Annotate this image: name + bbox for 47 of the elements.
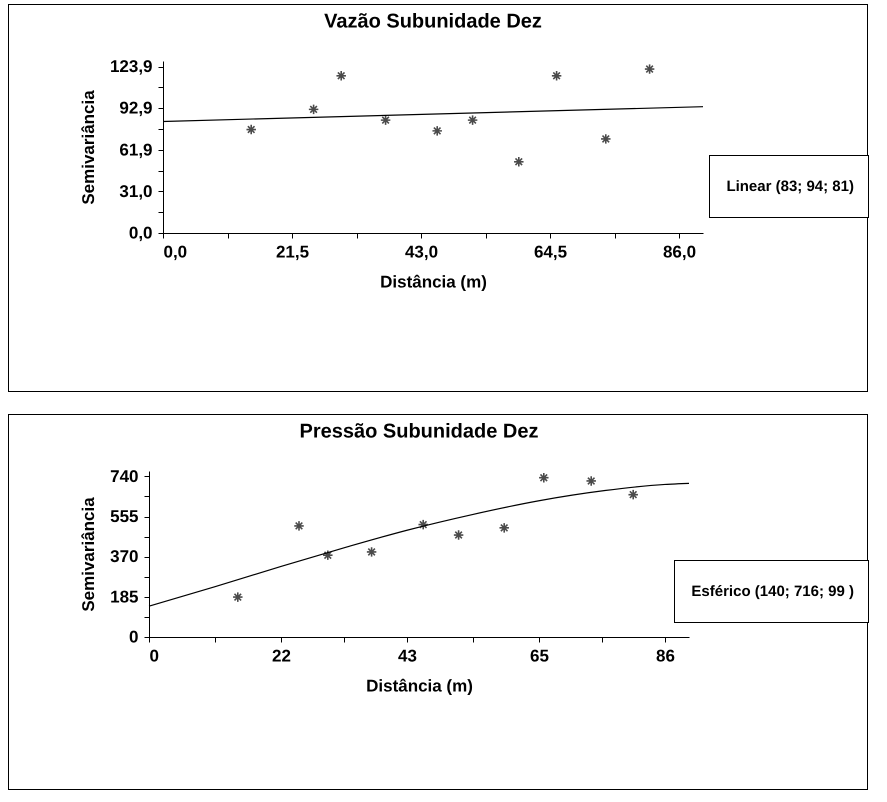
text-box: Linear (83; 94; 81) [709, 155, 869, 218]
point [538, 472, 550, 484]
point [246, 124, 257, 136]
y-tick-label: 555 [110, 507, 138, 526]
point [380, 114, 392, 126]
x-tick-label: 86,0 [662, 242, 696, 262]
x-tick-label: 21,5 [276, 242, 310, 262]
point [366, 546, 378, 558]
text-box: Esférico (140; 716; 99 ) [674, 560, 869, 623]
x-axis-title: Distância (m) [380, 272, 487, 292]
y-axis-title: Semivariância [78, 90, 98, 205]
point [513, 156, 524, 168]
x-tick-label: 65 [530, 646, 549, 666]
point [467, 114, 478, 126]
point [498, 522, 510, 534]
x-tick-label: 43 [398, 646, 417, 666]
point [628, 489, 639, 500]
point [644, 64, 656, 75]
point [308, 104, 320, 115]
x-tick-label: 0,0 [164, 242, 188, 262]
x-tick-label: 43,0 [404, 242, 438, 262]
point [232, 592, 244, 603]
y-tick-label: 61,9 [119, 140, 152, 160]
x-tick-label: 22 [272, 646, 291, 666]
point [293, 520, 305, 532]
y-axis-title: Semivariância [79, 496, 98, 612]
y-tick-label: 370 [110, 547, 138, 566]
point [600, 133, 612, 144]
point [336, 70, 347, 82]
point [322, 550, 334, 561]
y-tick-label: 31,0 [119, 182, 152, 201]
x-tick-label: 86 [656, 646, 675, 666]
x-axis-title: Distância (m) [366, 676, 473, 696]
y-tick-label: 0,0 [128, 224, 152, 242]
point [586, 475, 597, 487]
point [432, 125, 443, 136]
point [551, 70, 562, 82]
y-tick-label: 740 [110, 466, 138, 486]
chart-title: Vazão Subunidade Dez [324, 10, 542, 33]
y-tick-label: 185 [110, 587, 138, 606]
y-tick-label: 0 [129, 628, 138, 646]
chart-title: Pressão Subunidade Dez [300, 420, 538, 442]
point [453, 529, 464, 541]
x-tick-label: 64,5 [534, 242, 568, 262]
y-tick-label: 123,9 [110, 57, 152, 76]
y-tick-label: 92,9 [119, 98, 152, 118]
point [418, 519, 429, 530]
